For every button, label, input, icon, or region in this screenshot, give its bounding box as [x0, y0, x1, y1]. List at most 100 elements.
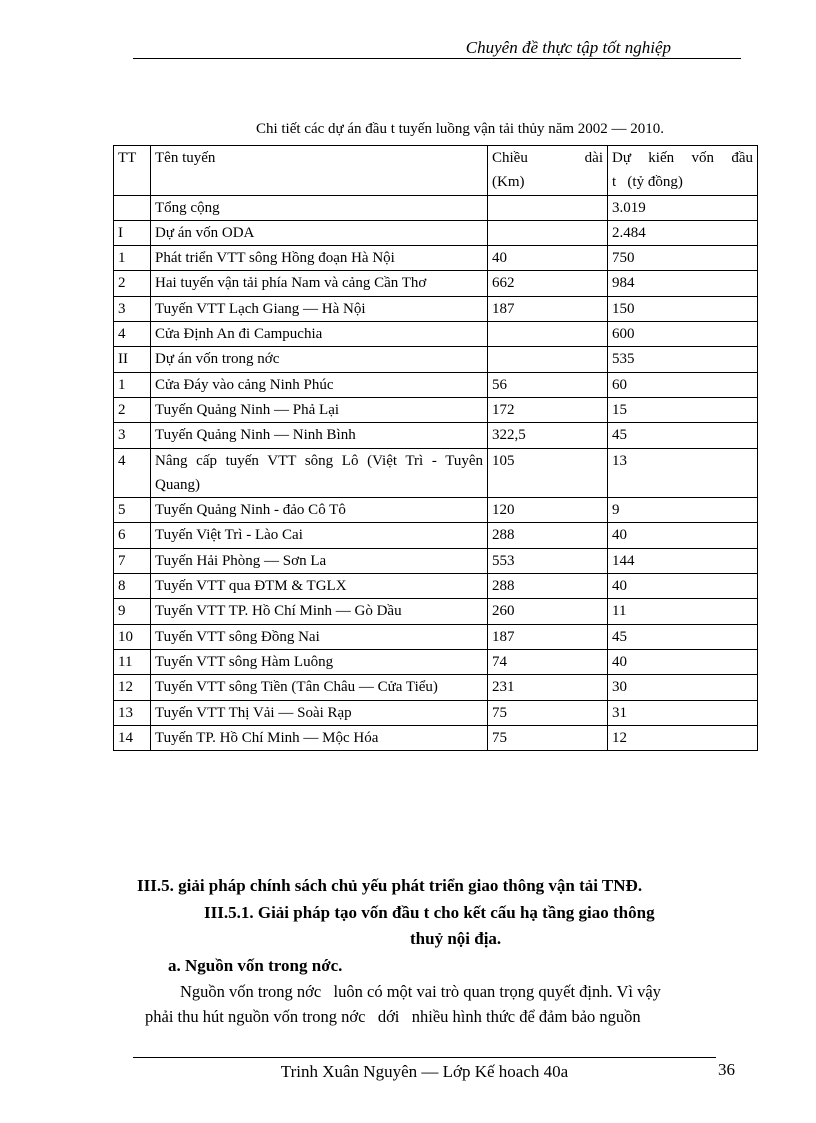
- row-tt: 6: [113, 522, 151, 549]
- row-length: 105: [487, 447, 608, 499]
- row-route: Nâng cấp tuyến VTT sông Lô (Việt Trì - T…: [150, 447, 488, 499]
- row-route: Dự án vốn ODA: [150, 219, 488, 247]
- row-tt: 12: [113, 674, 151, 701]
- row-tt: II: [113, 346, 151, 373]
- footer-rule: [133, 1057, 716, 1058]
- row-capital: 40: [607, 522, 758, 549]
- row-tt: 1: [113, 371, 151, 398]
- row-capital: 11: [607, 598, 758, 625]
- row-length: [487, 321, 608, 348]
- row-tt: 10: [113, 623, 151, 650]
- paragraph-line-1: Nguồn vốn trong nớc luôn có một vai trò …: [180, 982, 661, 1001]
- row-route: Tuyến VTT sông Đồng Nai: [150, 623, 488, 650]
- row-route: Tuyến Hải Phòng — Sơn La: [150, 547, 488, 575]
- row-route: Tuyến VTT qua ĐTM & TGLX: [150, 573, 488, 600]
- row-length: 231: [487, 674, 608, 701]
- table-row: 2 Tuyến Quảng Ninh — Phả Lại 172 15: [113, 396, 758, 424]
- table-row: 4 Nâng cấp tuyến VTT sông Lô (Việt Trì - …: [113, 447, 758, 499]
- subsection-heading-cont: thuỷ nội địa.: [410, 929, 502, 948]
- table-row: 13 Tuyến VTT Thị Vải — Soài Rạp 75 31: [113, 699, 758, 726]
- projects-table: TT Tên tuyến Chiều dài (Km) Dự kiến vốn đầ…: [113, 145, 758, 752]
- row-route: Tuyến VTT sông Hàm Luông: [150, 648, 488, 676]
- row-length: 662: [487, 270, 608, 297]
- row-length: 288: [487, 573, 608, 600]
- row-route: Cửa Định An đi Campuchia: [150, 321, 488, 348]
- table-row: 9 Tuyến VTT TP. Hồ Chí Minh — Gò Dầu 260 11: [113, 598, 758, 625]
- header-tt: TT: [113, 145, 151, 196]
- table-row: 3 Tuyến VTT Lạch Giang — Hà Nội 187 150: [113, 295, 758, 323]
- table-row: I Dự án vốn ODA 2.484: [113, 219, 758, 247]
- row-route: Tuyến Quảng Ninh — Phả Lại: [150, 396, 488, 424]
- row-route: Tuyến VTT sông Tiền (Tân Châu — Cửa Tiểu…: [150, 674, 488, 701]
- row-tt: 4: [113, 447, 151, 499]
- row-tt: [113, 194, 151, 221]
- row-tt: 13: [113, 699, 151, 726]
- row-length: [487, 219, 608, 247]
- row-capital: 15: [607, 396, 758, 424]
- table-caption: Chi tiết các dự án đầu t tuyến luồng vận…: [255, 121, 665, 137]
- header-title: Chuyên đề thực tập tốt nghiệp: [465, 38, 671, 57]
- row-capital: 40: [607, 648, 758, 676]
- row-capital: 30: [607, 674, 758, 701]
- row-tt: 3: [113, 295, 151, 323]
- row-route: Tuyến VTT Thị Vải — Soài Rạp: [150, 699, 488, 726]
- row-route: Tuyến Việt Trì - Lào Cai: [150, 522, 488, 549]
- row-route: Phát triển VTT sông Hồng đoạn Hà Nội: [150, 245, 488, 272]
- page-header: Chuyên đề thực tập tốt nghiệp: [133, 38, 741, 59]
- row-capital: 600: [607, 321, 758, 348]
- table-row: 10 Tuyến VTT sông Đồng Nai 187 45: [113, 623, 758, 650]
- row-tt: 8: [113, 573, 151, 600]
- row-length: 172: [487, 396, 608, 424]
- row-capital: 45: [607, 422, 758, 449]
- row-capital: 3.019: [607, 194, 758, 221]
- row-tt: 2: [113, 396, 151, 424]
- row-route: Hai tuyến vận tải phía Nam và cảng Cần T…: [150, 270, 488, 297]
- row-tt: 9: [113, 598, 151, 625]
- table-row: 7 Tuyến Hải Phòng — Sơn La 553 144: [113, 547, 758, 575]
- header-capital: Dự kiến vốn đầu t (tỷ đồng): [607, 145, 758, 196]
- row-route: Tuyến VTT Lạch Giang — Hà Nội: [150, 295, 488, 323]
- row-tt: 2: [113, 270, 151, 297]
- row-capital: 60: [607, 371, 758, 398]
- row-length: [487, 346, 608, 373]
- row-route: Tuyến Quảng Ninh - đảo Cô Tô: [150, 497, 488, 524]
- row-length: 75: [487, 724, 608, 752]
- row-capital: 535: [607, 346, 758, 373]
- table-row: 1 Cửa Đáy vào cảng Ninh Phúc 56 60: [113, 371, 758, 398]
- row-capital: 45: [607, 623, 758, 650]
- table-row: 2 Hai tuyến vận tải phía Nam và cảng Cần …: [113, 270, 758, 297]
- row-capital: 750: [607, 245, 758, 272]
- row-tt: 1: [113, 245, 151, 272]
- row-length: 260: [487, 598, 608, 625]
- row-capital: 31: [607, 699, 758, 726]
- row-length: 288: [487, 522, 608, 549]
- table-row: 6 Tuyến Việt Trì - Lào Cai 288 40: [113, 522, 758, 549]
- table-row: 1 Phát triển VTT sông Hồng đoạn Hà Nội 40 7…: [113, 245, 758, 272]
- table-row: Tổng cộng 3.019: [113, 194, 758, 221]
- table-row: 5 Tuyến Quảng Ninh - đảo Cô Tô 120 9: [113, 497, 758, 524]
- row-tt: 7: [113, 547, 151, 575]
- subsection-heading: III.5.1. Giải pháp tạo vốn đầu t cho kết…: [204, 903, 655, 922]
- table-header-row: TT Tên tuyến Chiều dài (Km) Dự kiến vốn đầ…: [113, 145, 758, 196]
- row-route: Cửa Đáy vào cảng Ninh Phúc: [150, 371, 488, 398]
- row-length: 40: [487, 245, 608, 272]
- row-tt: 5: [113, 497, 151, 524]
- row-length: 187: [487, 295, 608, 323]
- footer-author: Trinh Xuân Nguyên — Lớp Kế hoach 40a: [280, 1062, 569, 1081]
- row-length: 74: [487, 648, 608, 676]
- row-length: 75: [487, 699, 608, 726]
- row-tt: 14: [113, 724, 151, 752]
- row-tt: 3: [113, 422, 151, 449]
- row-length: 120: [487, 497, 608, 524]
- row-route: Tuyến TP. Hồ Chí Minh — Mộc Hóa: [150, 724, 488, 752]
- row-capital: 13: [607, 447, 758, 499]
- table-row: 14 Tuyến TP. Hồ Chí Minh — Mộc Hóa 75 12: [113, 724, 758, 752]
- row-length: 322,5: [487, 422, 608, 449]
- paragraph-line-2: phải thu hút nguồn vốn trong nớc dới nhi…: [145, 1007, 641, 1026]
- page-number: 36: [718, 1060, 735, 1079]
- row-capital: 40: [607, 573, 758, 600]
- row-length: [487, 194, 608, 221]
- row-capital: 144: [607, 547, 758, 575]
- row-route: Tuyến Quảng Ninh — Ninh Bình: [150, 422, 488, 449]
